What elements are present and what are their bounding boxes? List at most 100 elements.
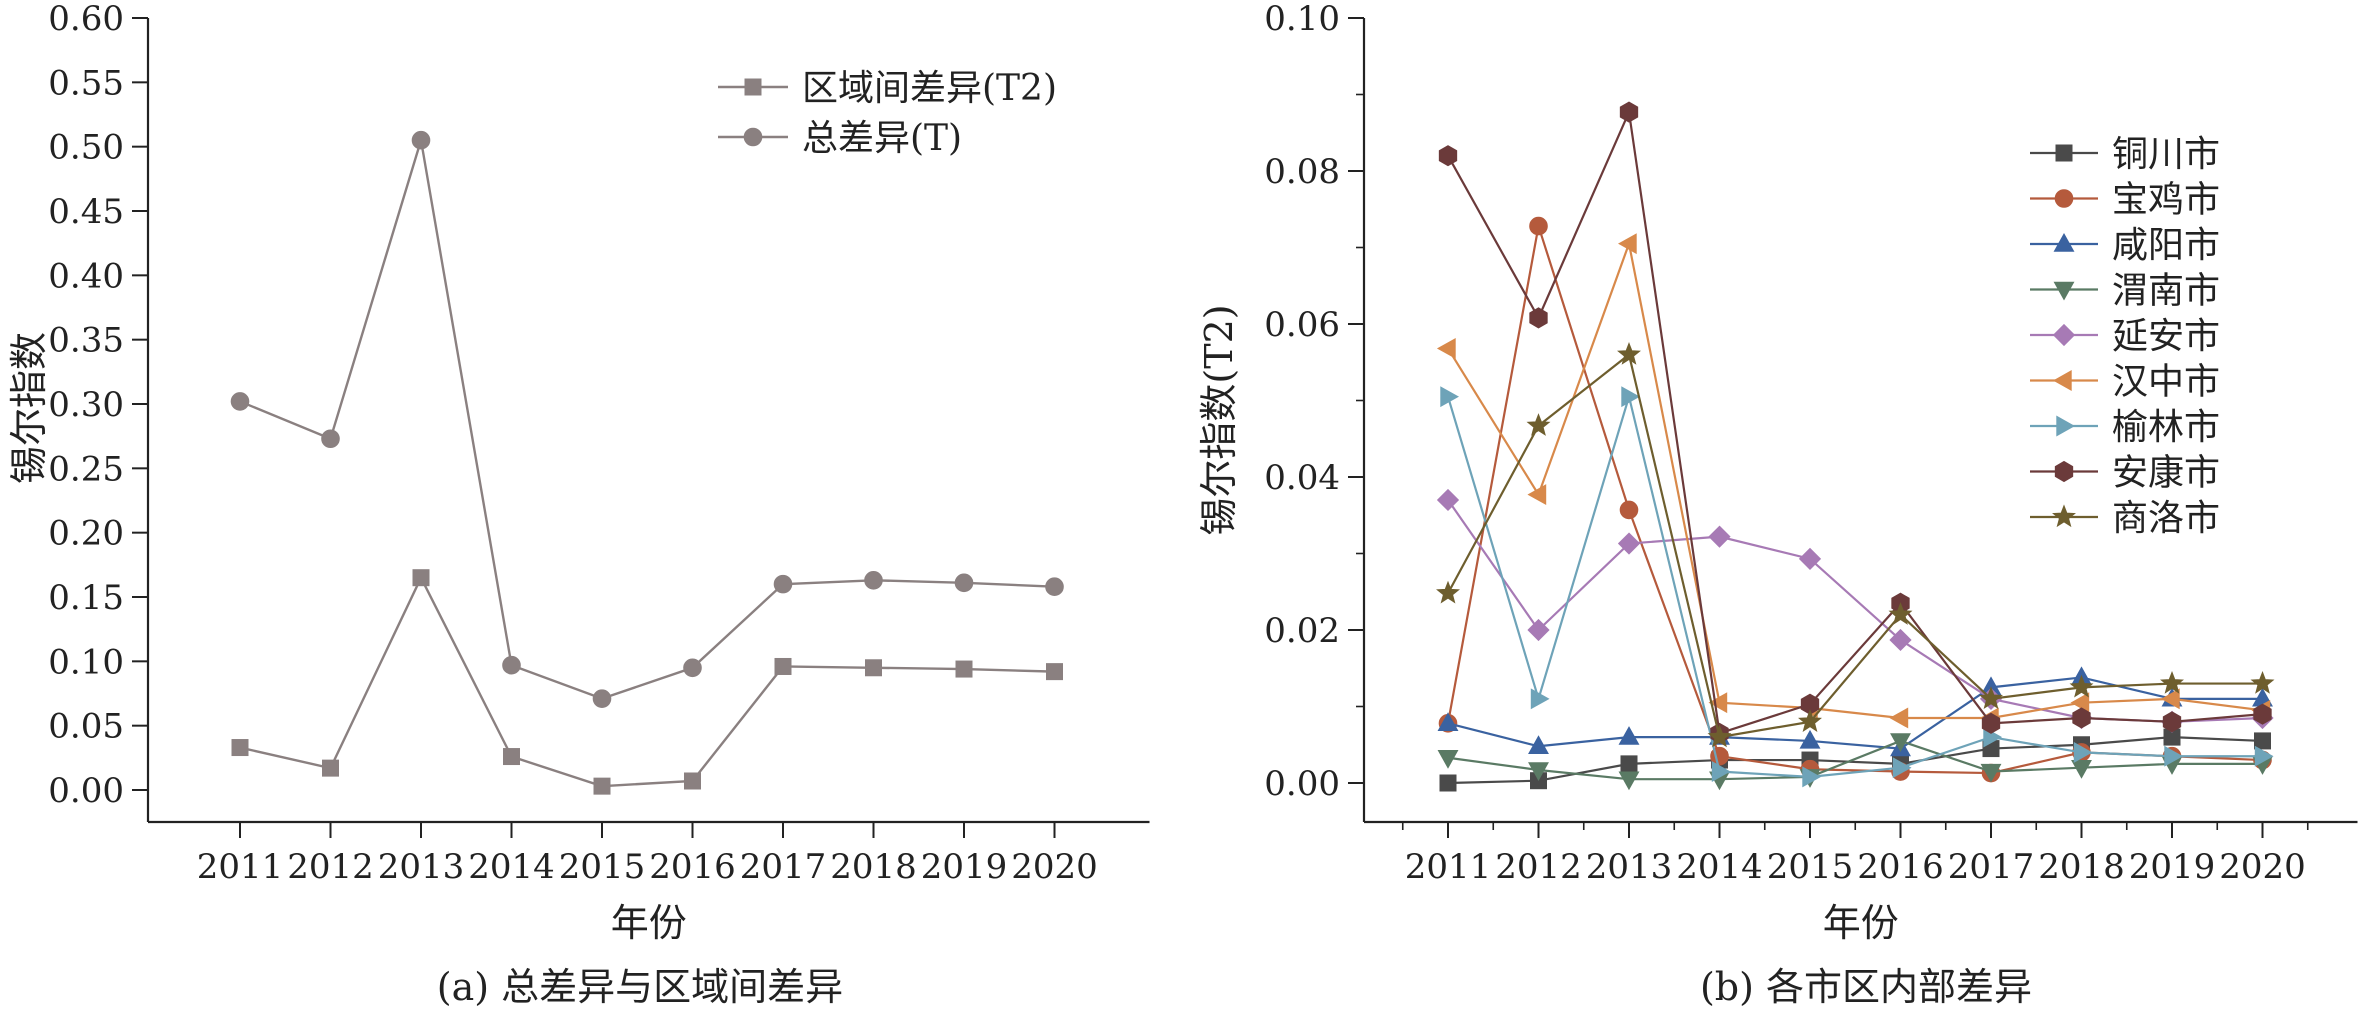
- y-tick-label: 0.10: [48, 642, 124, 682]
- data-point: [1045, 577, 1064, 597]
- chart-intra-city-difference: 0.00 0.02 0.04 0.06 0.08 0.10 2011 2012 2013 2014…: [1197, 0, 2358, 945]
- data-point: [2069, 674, 2094, 698]
- series-6: [1436, 233, 2271, 729]
- y-tick-label: 0.40: [48, 256, 124, 296]
- data-point: [1436, 488, 1460, 512]
- data-point: [955, 660, 973, 678]
- data-point: [1802, 766, 1822, 788]
- legend-label: 总差异(T): [802, 118, 962, 159]
- legend-marker: [2052, 370, 2072, 391]
- data-point: [2254, 745, 2274, 767]
- y-tick-label: 0.02: [1264, 611, 1340, 651]
- legend-item: 区域间差异(T2): [718, 68, 1057, 109]
- x-tick-label: 2016: [1857, 847, 1944, 887]
- data-point: [1620, 755, 1638, 773]
- data-point: [592, 689, 612, 708]
- x-axis-title: 年份: [611, 901, 687, 945]
- data-point: [1617, 342, 1641, 365]
- data-point: [2164, 745, 2184, 767]
- x-tick-label: 2012: [1495, 847, 1582, 887]
- y-tick-label: 0.05: [48, 707, 124, 747]
- y-tick-label: 0.50: [48, 128, 124, 168]
- data-point: [2250, 670, 2275, 694]
- series-2: [230, 130, 1064, 708]
- series-9: [1436, 342, 2275, 748]
- data-point: [1527, 484, 1547, 506]
- legend-marker: [2054, 189, 2074, 208]
- y-tick-label: 0.35: [48, 321, 124, 361]
- data-point: [1711, 761, 1731, 782]
- series-line: [1447, 739, 2263, 781]
- data-point: [1617, 233, 1637, 255]
- data-point: [411, 130, 431, 150]
- data-point: [1619, 101, 1639, 123]
- data-point: [1438, 145, 1458, 167]
- legend-item: 汉中市: [2030, 362, 2220, 403]
- data-point: [412, 569, 430, 587]
- data-point: [1890, 733, 1911, 752]
- series-line: [1447, 676, 2263, 750]
- legend-label: 宝鸡市: [2112, 180, 2220, 221]
- series-7: [1440, 386, 2274, 788]
- data-point: [1437, 712, 1459, 732]
- series-line: [1447, 108, 2263, 735]
- y-tick-label: 0.45: [48, 192, 124, 232]
- legend-item: 铜川市: [2030, 134, 2220, 175]
- data-point: [2162, 711, 2182, 733]
- data-point: [2160, 688, 2180, 710]
- data-point: [1981, 712, 2001, 734]
- data-point: [322, 759, 339, 777]
- series-line: [239, 574, 1055, 788]
- x-tick-label: 2020: [1011, 847, 1098, 887]
- series-3: [1437, 666, 2273, 757]
- data-point: [774, 657, 792, 675]
- data-point: [683, 658, 702, 678]
- y-tick-label: 0.00: [48, 771, 124, 811]
- y-tick-label: 0.04: [1264, 458, 1340, 498]
- legend-marker: [2052, 504, 2076, 528]
- legend-item: 咸阳市: [2030, 225, 2220, 266]
- x-tick-label: 2019: [921, 847, 1008, 887]
- data-point: [1889, 628, 1912, 652]
- data-point: [1440, 386, 1460, 408]
- data-point: [1529, 307, 1548, 329]
- legend-label: 区域间差异(T2): [802, 68, 1057, 109]
- data-point: [593, 777, 611, 795]
- y-tick-label: 0.15: [48, 578, 124, 618]
- data-point: [1527, 618, 1550, 642]
- x-axis-title: 年份: [1823, 901, 1899, 945]
- x-tick-label: 2015: [559, 847, 646, 887]
- series-line: [1447, 735, 2263, 785]
- y-tick-label: 0.25: [48, 449, 124, 489]
- legend-marker: [2053, 232, 2075, 252]
- x-tick-label: 2017: [740, 847, 827, 887]
- legend-label: 咸阳市: [2112, 225, 2220, 266]
- data-point: [1619, 500, 1639, 520]
- series-8: [1438, 101, 2272, 744]
- data-point: [1799, 729, 1821, 749]
- data-point: [1436, 580, 1460, 604]
- data-point: [1530, 688, 1550, 710]
- data-point: [2070, 692, 2090, 714]
- legend-item: 渭南市: [2030, 271, 2220, 312]
- data-point: [1617, 532, 1641, 555]
- data-point: [865, 659, 882, 677]
- legend-marker: [743, 127, 763, 147]
- legend-item: 宝鸡市: [2030, 180, 2220, 221]
- x-tick-label: 2011: [1405, 847, 1492, 887]
- caption-b: (b) 各市区内部差异: [1700, 965, 2032, 1009]
- data-point: [503, 748, 520, 766]
- data-point: [2160, 670, 2184, 694]
- data-point: [1529, 216, 1548, 236]
- data-point: [1437, 750, 1459, 769]
- legend-item: 商洛市: [2030, 498, 2220, 539]
- data-point: [1708, 692, 1728, 714]
- data-point: [1621, 386, 1641, 408]
- data-point: [1439, 774, 1457, 792]
- data-point: [954, 573, 974, 593]
- legend-marker: [2052, 323, 2076, 347]
- data-point: [2073, 741, 2093, 763]
- y-axis-title: 锡尔指数(T2): [1197, 304, 1241, 535]
- data-point: [1528, 762, 1549, 782]
- y-tick-label: 0.08: [1264, 152, 1340, 192]
